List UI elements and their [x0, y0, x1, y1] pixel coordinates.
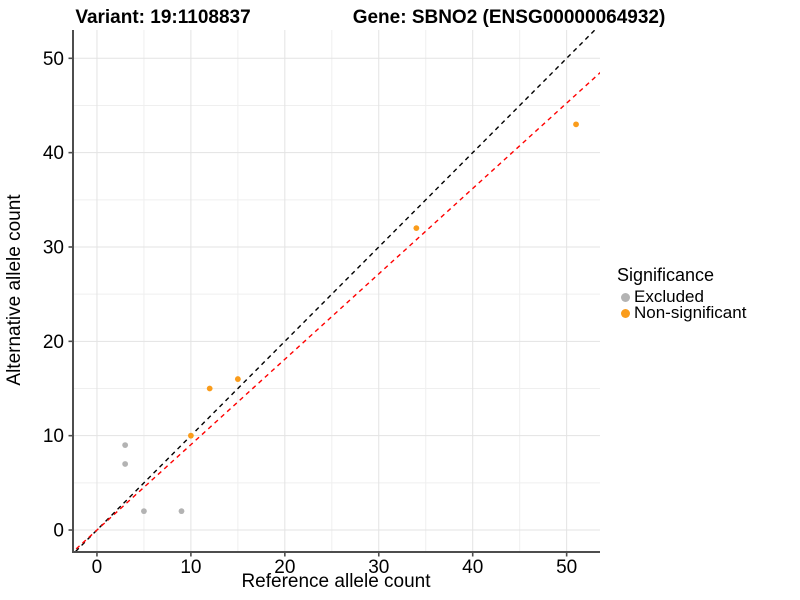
grid-minor — [73, 30, 600, 552]
y-tick-label: 50 — [43, 49, 64, 70]
y-tick-label: 0 — [53, 521, 64, 542]
legend-entry-non-significant: Non-significant — [617, 303, 747, 322]
data-point-non-significant — [573, 121, 579, 128]
tick-labels: 0 10 20 30 40 50 0 10 20 30 40 50 — [43, 49, 577, 578]
legend-entry-label: Excluded — [634, 287, 704, 306]
grid-major — [73, 30, 600, 552]
data-point-excluded — [122, 461, 129, 467]
data-point-excluded — [122, 442, 129, 449]
data-point-non-significant — [234, 376, 241, 382]
y-tick-label: 10 — [43, 426, 64, 447]
x-tick-label: 20 — [274, 557, 295, 578]
y-tick-label: 30 — [43, 237, 64, 258]
data-point-excluded — [141, 508, 147, 515]
data-point-excluded — [178, 508, 185, 515]
identity-line — [74, 30, 596, 552]
excluded-point-icon — [621, 292, 630, 302]
gene-title: Gene: SBNO2 (ENSG00000064932) — [352, 7, 666, 28]
x-axis-label: Reference allele count — [241, 571, 431, 592]
x-tick-label: 30 — [368, 557, 389, 578]
data-point-non-significant — [413, 225, 420, 232]
y-tick-label: 20 — [43, 332, 64, 353]
axis-ticks — [68, 57, 568, 557]
axis-lines — [72, 30, 600, 553]
data-points — [122, 121, 579, 515]
x-tick-label: 40 — [462, 557, 483, 578]
x-tick-label: 0 — [92, 557, 103, 578]
legend-title: Significance — [617, 265, 715, 285]
reference-lines — [73, 30, 600, 552]
y-tick-label: 40 — [43, 143, 64, 164]
legend: Significance Excluded Non-significant — [617, 265, 746, 321]
x-tick-label: 10 — [180, 557, 201, 578]
legend-entry-label: Non-significant — [634, 303, 747, 322]
x-tick-label: 50 — [556, 557, 577, 578]
non-significant-point-icon — [621, 308, 630, 318]
legend-entry-excluded: Excluded — [617, 287, 746, 306]
data-point-non-significant — [187, 432, 194, 439]
fitted-line — [73, 71, 600, 552]
variant-title: Variant: 19:1108837 — [75, 7, 251, 28]
data-point-non-significant — [206, 385, 213, 392]
